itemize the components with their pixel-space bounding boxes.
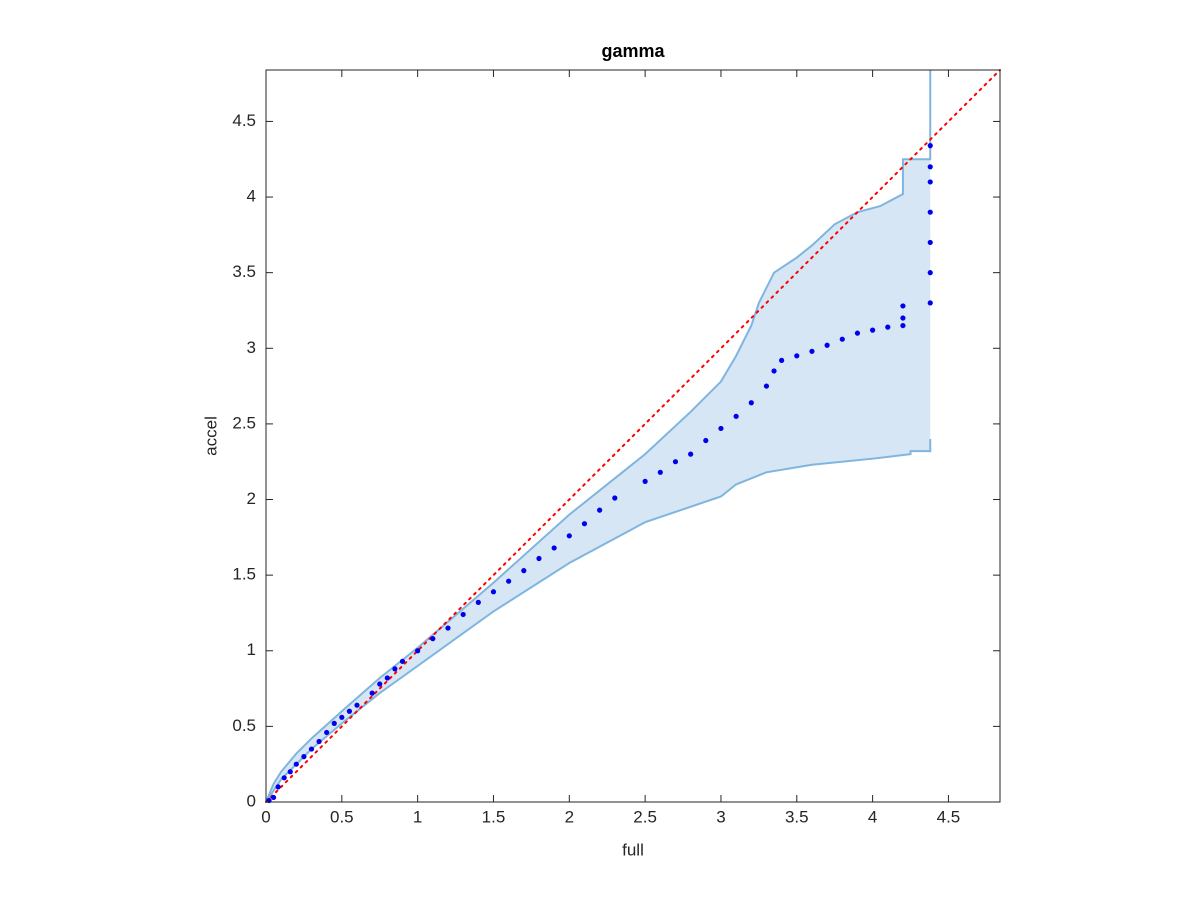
data-point [369, 690, 375, 696]
data-point [927, 164, 933, 170]
x-tick-label: 1.5 [482, 807, 506, 826]
y-tick-label: 1.5 [232, 565, 256, 584]
x-tick-label: 0 [261, 807, 270, 826]
data-point [536, 555, 542, 562]
data-point [927, 239, 933, 246]
band-upper-edge [265, 70, 932, 803]
data-point [688, 451, 694, 457]
data-point [794, 353, 800, 359]
data-point [270, 794, 277, 801]
x-tick-label: 4 [868, 807, 877, 826]
y-tick-label: 0.5 [232, 716, 256, 735]
x-axis-label: full [622, 840, 644, 859]
data-point [927, 300, 933, 306]
data-point [870, 327, 876, 333]
data-point [460, 611, 466, 618]
data-point [475, 599, 481, 605]
data-point [824, 342, 830, 348]
band-fill [266, 70, 931, 802]
x-tick-label: 3.5 [785, 807, 809, 826]
data-point [597, 507, 603, 513]
axes-box [265, 69, 1001, 803]
data-point [287, 769, 293, 775]
data-point [900, 303, 906, 309]
data-point [324, 729, 330, 736]
reference-line [265, 69, 1001, 803]
y-tick-label: 3.5 [232, 262, 256, 281]
data-point [331, 720, 337, 726]
y-tick-label: 4.5 [232, 111, 256, 130]
data-point [657, 469, 663, 475]
data-point [854, 330, 861, 336]
data-point [521, 568, 527, 574]
y-tick-label: 4 [247, 187, 256, 206]
y-tick-label: 1 [247, 640, 256, 659]
data-point [927, 179, 933, 185]
x-tick-label: 2.5 [633, 807, 657, 826]
data-point [281, 775, 287, 781]
data-point [927, 270, 933, 276]
x-tick-label: 1 [413, 807, 422, 826]
data-point [346, 708, 353, 714]
data-point [377, 681, 383, 687]
data-point [900, 315, 906, 321]
x-tick-label: 3 [716, 807, 725, 826]
data-point [771, 368, 777, 374]
chart-title: gamma [601, 41, 665, 61]
x-tick-label: 0.5 [330, 807, 354, 826]
data-point [445, 625, 451, 631]
data-point [399, 658, 406, 664]
data-point [316, 738, 322, 745]
band-lower-edge [265, 439, 932, 803]
data-point [581, 521, 588, 527]
data-point [900, 322, 906, 329]
data-point [430, 636, 436, 642]
data-point [672, 459, 679, 465]
data-point [642, 478, 648, 484]
data-point [490, 589, 497, 595]
data-point [763, 383, 770, 389]
data-point [415, 648, 421, 654]
data-point [384, 675, 390, 681]
data-point [339, 714, 345, 720]
data-point [927, 209, 933, 215]
data-point [506, 578, 512, 584]
data-point [551, 545, 557, 551]
data-point [566, 533, 572, 539]
x-tick-label: 2 [565, 807, 574, 826]
data-point [809, 348, 815, 354]
y-tick-label: 3 [247, 338, 256, 357]
data-point [275, 784, 281, 790]
data-point [748, 400, 754, 406]
data-point [718, 425, 724, 432]
data-point [301, 754, 307, 760]
data-point [308, 746, 315, 752]
data-point [839, 336, 845, 342]
data-point [885, 324, 891, 330]
data-point [612, 495, 618, 501]
data-point [354, 702, 360, 708]
y-tick-label: 2 [247, 489, 256, 508]
data-point [779, 357, 785, 363]
y-tick-label: 2.5 [232, 413, 256, 432]
x-tick-label: 4.5 [937, 807, 961, 826]
y-tick-label: 0 [247, 791, 256, 810]
data-point [927, 143, 933, 149]
data-point [703, 437, 709, 444]
data-point [733, 413, 739, 419]
data-point [293, 761, 299, 767]
data-point [392, 666, 398, 672]
y-axis-label: accel [201, 416, 220, 456]
